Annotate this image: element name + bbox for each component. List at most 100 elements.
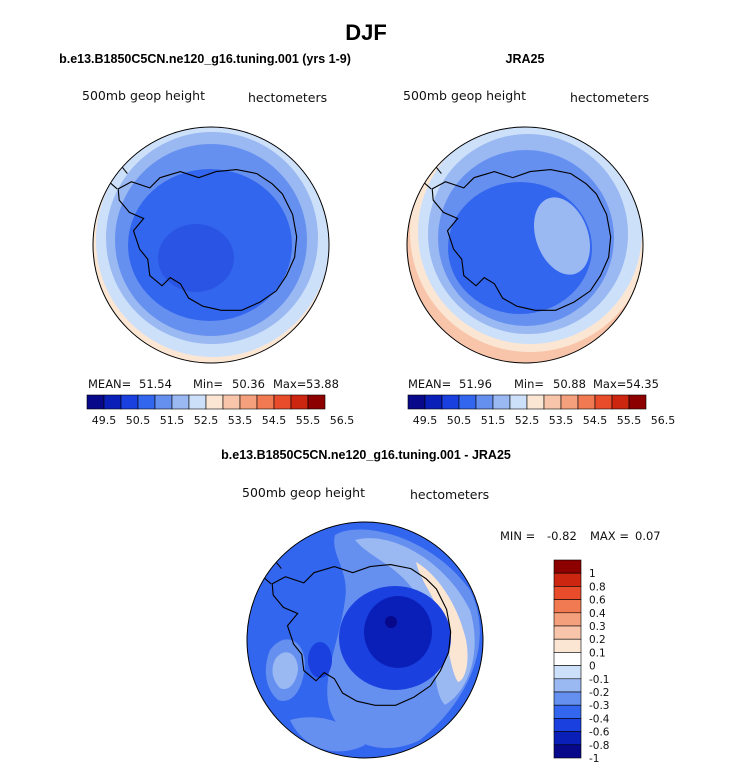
colorbar-tick-label: 56.5	[651, 414, 676, 427]
colorbar-swatch	[441, 394, 460, 410]
colorbar-tick-label: 1	[589, 568, 596, 580]
panel-obs-mean-label: MEAN=	[408, 377, 451, 391]
panel-obs-max-value: 54.35	[626, 377, 659, 391]
colorbar-tick-label: 55.5	[617, 414, 642, 427]
colorbar-swatch	[188, 394, 207, 410]
colorbar-tick-label: 56.5	[330, 414, 355, 427]
panel-obs-min-value: 50.88	[553, 377, 586, 391]
colorbar-swatch	[553, 718, 582, 732]
colorbar-tick-label: 50.5	[447, 414, 472, 427]
colorbar-tick-label: -0.2	[589, 687, 610, 699]
colorbar-tick-label: 55.5	[296, 414, 321, 427]
colorbar-tick-label: -0.6	[589, 727, 610, 739]
panel-obs-border	[406, 126, 644, 364]
panel-model-units: hectometers	[248, 90, 327, 105]
colorbar-swatch	[628, 394, 647, 410]
colorbar-swatch	[553, 704, 582, 719]
colorbar-swatch	[171, 394, 190, 410]
colorbar-swatch	[509, 394, 528, 410]
colorbar-tick-label: 50.5	[126, 414, 151, 427]
colorbar-tick-label: 0.2	[589, 634, 606, 646]
panel-model-max-label: Max=	[273, 377, 306, 391]
colorbar-swatch	[560, 394, 579, 410]
colorbar-swatch	[120, 394, 139, 410]
colorbar-swatch	[290, 394, 309, 410]
colorbar-tick-label: -1	[589, 753, 599, 765]
colorbar-swatch	[553, 638, 582, 653]
colorbar-tick-label: 51.5	[160, 414, 185, 427]
colorbar-swatch	[553, 559, 582, 574]
colorbar-swatch	[526, 394, 545, 410]
panel-diff-map	[247, 522, 483, 758]
colorbar-swatch	[222, 394, 241, 410]
panel-diff-region-positive	[416, 562, 468, 682]
panel-obs-units: hectometers	[570, 90, 649, 105]
colorbar-swatch	[103, 394, 122, 410]
colorbar-swatch	[553, 744, 582, 759]
colorbar-swatch	[553, 625, 582, 640]
colorbar-swatch	[424, 394, 443, 410]
colorbar-swatch	[553, 599, 582, 614]
panel-model-min-value: 50.36	[232, 377, 265, 391]
panel-obs-high-center	[533, 197, 591, 275]
panel-diff-units: hectometers	[410, 487, 489, 502]
panel-diff-variable: 500mb geop height	[242, 485, 365, 500]
panel-diff-colorbar	[553, 559, 582, 759]
colorbar-tick-label: 51.5	[481, 414, 506, 427]
colorbar-swatch	[307, 394, 326, 410]
panel-diff: b.e13.B1850C5CN.ne120_g16.tuning.001 - J…	[221, 448, 660, 765]
panel-obs-map	[407, 127, 643, 363]
colorbar-tick-label: 53.5	[549, 414, 574, 427]
panel-model-mean-label: MEAN=	[88, 377, 131, 391]
panel-diff-south-patch	[290, 717, 365, 752]
colorbar-tick-label: -0.1	[589, 674, 610, 686]
panel-diff-region-minus01	[355, 538, 475, 705]
panel-obs-title: JRA25	[506, 52, 545, 66]
panel-diff-title: b.e13.B1850C5CN.ne120_g16.tuning.001 - J…	[221, 448, 511, 462]
panel-diff-max-label: MAX =	[590, 529, 629, 543]
colorbar-tick-label: 0.3	[589, 621, 606, 633]
colorbar-tick-label: 0.8	[589, 581, 606, 593]
panel-obs-colorbar-labels: 49.5 50.5 51.5 52.5 53.5 54.5 55.5 56.5	[413, 414, 676, 427]
panel-obs-variable: 500mb geop height	[403, 88, 526, 103]
panel-diff-min-value: -0.82	[547, 529, 577, 543]
colorbar-tick-label: 0.6	[589, 595, 606, 607]
colorbar-swatch	[475, 394, 494, 410]
panel-model-variable: 500mb geop height	[82, 88, 205, 103]
colorbar-swatch	[492, 394, 511, 410]
colorbar-tick-label: 0.4	[589, 608, 606, 620]
panel-obs-colorbar	[407, 394, 647, 410]
colorbar-swatch	[458, 394, 477, 410]
colorbar-swatch	[594, 394, 613, 410]
panel-diff-border	[246, 521, 484, 759]
panel-diff-colorbar-labels: 10.8 0.60.40.30.20.1 0-0.1-0.2-0.3-0.4 -0.6…	[589, 568, 610, 765]
panel-diff-min-label: MIN =	[500, 529, 535, 543]
colorbar-tick-label: 52.5	[194, 414, 219, 427]
panel-model-mean-value: 51.54	[139, 377, 172, 391]
panel-model-min-label: Min=	[193, 377, 223, 391]
panel-obs-mean-value: 51.96	[459, 377, 492, 391]
panel-obs: JRA25 500mb geop height hectometers MEAN…	[403, 52, 675, 427]
panel-diff-patch-west-dark	[308, 642, 332, 678]
colorbar-tick-label: 54.5	[583, 414, 608, 427]
panel-model-border	[92, 126, 330, 364]
colorbar-tick-label: 0	[589, 661, 596, 673]
colorbar-tick-label: 53.5	[228, 414, 253, 427]
panel-obs-max-label: Max=	[593, 377, 626, 391]
colorbar-swatch	[553, 665, 582, 680]
colorbar-tick-label: 49.5	[413, 414, 438, 427]
colorbar-swatch	[611, 394, 630, 410]
colorbar-swatch	[256, 394, 275, 410]
panel-model-core	[158, 224, 234, 292]
panel-diff-low-ring-06	[364, 596, 432, 668]
panel-obs-min-label: Min=	[514, 377, 544, 391]
colorbar-swatch	[407, 394, 426, 410]
panel-diff-west-patch-inner	[272, 652, 298, 690]
colorbar-tick-label: -0.4	[589, 713, 610, 725]
colorbar-swatch	[553, 691, 582, 706]
figure-title: DJF	[345, 20, 387, 45]
colorbar-tick-label: -0.8	[589, 740, 610, 752]
colorbar-swatch	[577, 394, 596, 410]
colorbar-swatch	[553, 652, 582, 666]
